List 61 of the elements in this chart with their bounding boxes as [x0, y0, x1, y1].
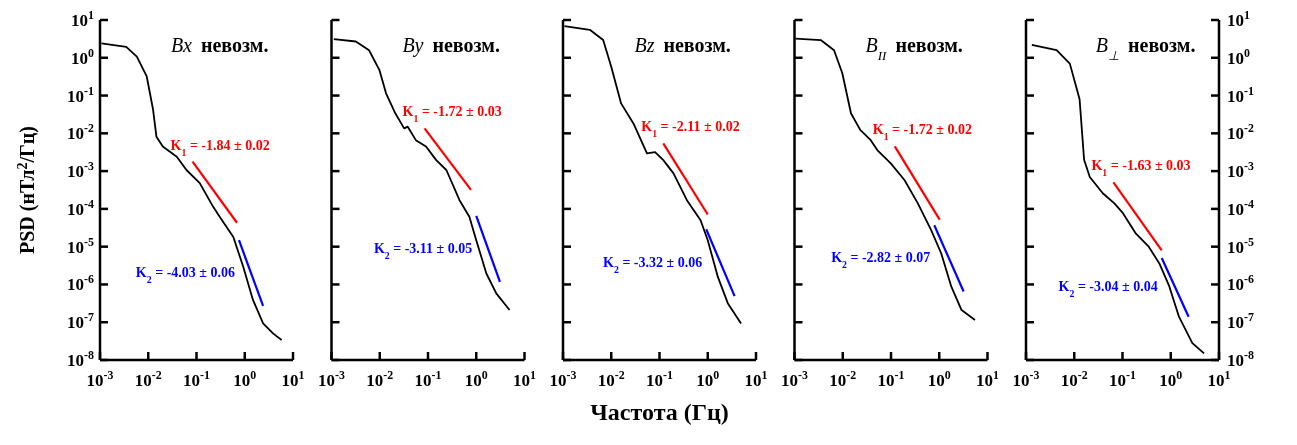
y-tick-label: 10$^{0}$: [1227, 45, 1250, 68]
y-tick-label: 10$^{-5}$: [67, 234, 95, 257]
x-tick-label: 10$^{-1}$: [414, 368, 442, 390]
x-tick-label: 10$^{1}$: [281, 368, 305, 390]
y-tick-label: 10$^{-6}$: [67, 272, 95, 295]
text: Bx невозм.: [170, 34, 269, 56]
x-tick-label: 10$^{0}$: [1159, 368, 1183, 390]
x-tick-label: 10$^{1}$: [744, 368, 768, 390]
y-tick-label: 10$^{-7}$: [1227, 310, 1254, 333]
y-tick-label: 10$^{-1}$: [67, 83, 95, 106]
text: By невозм.: [402, 34, 500, 57]
x-tick-label: 10$^{-1}$: [877, 368, 905, 390]
y-tick-label: 10$^{-7}$: [67, 310, 95, 333]
x-tick-label: 10$^{-2}$: [1060, 368, 1088, 390]
x-tick-label: 10$^{-3}$: [86, 368, 114, 390]
x-tick-label: 10$^{-3}$: [781, 368, 809, 390]
x-tick-label: 10$^{1}$: [976, 368, 1000, 390]
annotation: K$_{1}$ = -1.63 ± 0.03: [1091, 158, 1191, 178]
annotation: K$_{2}$ = -2.82 ± 0.07: [831, 250, 931, 270]
y-tick-label: 10$^{-3}$: [67, 159, 95, 182]
x-axis-title: Частота (Гц): [590, 399, 729, 425]
y-tick-label: 10$^{-6}$: [1227, 272, 1254, 295]
annotation: K$_{1}$ = -1.72 ± 0.03: [402, 104, 502, 124]
x-tick-label: 10$^{-2}$: [366, 368, 394, 390]
x-tick-label: 10$^{0}$: [927, 368, 951, 390]
x-tick-label: 10$^{-3}$: [1012, 368, 1040, 390]
y-tick-label: 10$^{-4}$: [1227, 196, 1254, 219]
annotation: K$_{1}$ = -1.72 ± 0.02: [872, 122, 972, 142]
x-tick-label: 10$^{-1}$: [646, 368, 674, 390]
annotation: K$_{2}$ = -3.11 ± 0.05: [373, 240, 473, 261]
x-tick-label: 10$^{0}$: [696, 368, 720, 390]
y-tick-label: 10$^{1}$: [1227, 8, 1250, 30]
y-tick-label: 10$^{-4}$: [67, 196, 95, 219]
x-tick-label: 10$^{0}$: [233, 368, 257, 390]
y-tick-label: 10$^{-8}$: [67, 348, 95, 370]
x-tick-label: 10$^{-3}$: [549, 368, 577, 390]
text: B$_{⊥}$ невозм.: [1095, 34, 1196, 63]
annotation: K$_{2}$ = -4.03 ± 0.06: [135, 265, 235, 285]
x-tick-label: 10$^{-2}$: [134, 368, 162, 390]
y-tick-label: 10$^{-3}$: [1227, 159, 1254, 182]
annotation: K$_{2}$ = -3.32 ± 0.06: [603, 254, 703, 275]
x-tick-label: 10$^{-2}$: [829, 368, 857, 390]
y-tick-label: 10$^{-5}$: [1227, 234, 1254, 257]
y-tick-label: 10$^{-1}$: [1227, 83, 1254, 106]
x-tick-label: 10$^{-1}$: [183, 368, 211, 390]
x-tick-label: 10$^{-2}$: [597, 368, 625, 390]
y-tick-label: 10$^{0}$: [71, 45, 95, 68]
y-tick-label: 10$^{-8}$: [1227, 348, 1254, 370]
x-tick-label: 10$^{-1}$: [1109, 368, 1137, 390]
x-tick-label: 10$^{0}$: [464, 368, 488, 390]
x-tick-label: 10$^{-3}$: [318, 368, 346, 390]
annotation: K$_{1}$ = -1.84 ± 0.02: [170, 137, 270, 158]
text: Bz невозм.: [634, 34, 731, 56]
x-tick-label: 10$^{1}$: [513, 368, 537, 390]
text: B$_{II}$ невозм.: [865, 34, 963, 63]
y-tick-label: 10$^{-2}$: [67, 121, 95, 144]
annotation: K$_{2}$ = -3.04 ± 0.04: [1058, 279, 1158, 299]
y-tick-label: 10$^{1}$: [71, 8, 95, 30]
x-tick-label: 10$^{1}$: [1207, 368, 1231, 390]
annotation: K$_{1}$ = -2.11 ± 0.02: [641, 119, 740, 139]
y-tick-label: 10$^{-2}$: [1227, 121, 1254, 144]
